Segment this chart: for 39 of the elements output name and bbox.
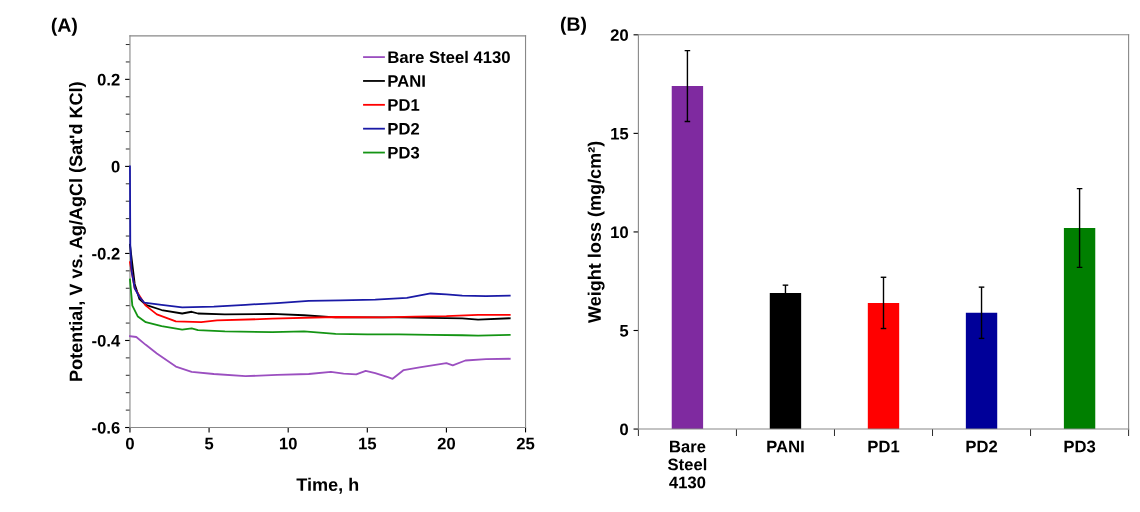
x-tick-label: 0 bbox=[125, 437, 134, 450]
legend-label: PD2 bbox=[388, 122, 420, 135]
y-tick-label: 5 bbox=[619, 325, 629, 337]
y-tick-label: 15 bbox=[611, 127, 629, 140]
legend-label: PD3 bbox=[388, 146, 420, 159]
y-tick-label: 0 bbox=[620, 423, 628, 436]
y-tick-label: -0.2 bbox=[92, 247, 120, 260]
bar bbox=[965, 312, 998, 430]
y-tick-label: 0 bbox=[111, 160, 120, 173]
x-tick-label: PD2 bbox=[966, 440, 998, 453]
x-tick-label: PD3 bbox=[1064, 440, 1096, 453]
x-tick-label: PD1 bbox=[868, 440, 900, 453]
x-tick-label: 15 bbox=[359, 437, 377, 450]
x-tick-label: Bare Steel 4130 bbox=[667, 440, 707, 489]
x-axis-title: Time, h bbox=[296, 477, 359, 494]
x-tick-label: 10 bbox=[279, 437, 297, 450]
line-series bbox=[129, 335, 511, 380]
y-tick-label: -0.6 bbox=[92, 421, 120, 434]
x-tick-label: PANI bbox=[767, 440, 804, 453]
y-tick-label: 0.2 bbox=[97, 73, 120, 86]
legend-label: Bare Steel 4130 bbox=[388, 50, 510, 64]
legend-label: PD1 bbox=[388, 99, 420, 111]
x-tick-label: 25 bbox=[516, 437, 535, 450]
x-tick-label: 20 bbox=[437, 437, 456, 450]
line-series bbox=[129, 278, 511, 337]
text: (B) bbox=[560, 16, 586, 35]
bar bbox=[671, 86, 704, 430]
line-series bbox=[129, 165, 511, 309]
x-tick-label: 5 bbox=[204, 437, 214, 450]
bar bbox=[867, 302, 900, 430]
y-tick-label: -0.4 bbox=[92, 334, 121, 347]
bar bbox=[1063, 227, 1096, 430]
y-tick-label: 10 bbox=[611, 226, 628, 239]
text: (A) bbox=[51, 17, 77, 36]
legend-label: PANI bbox=[388, 75, 425, 87]
y-axis-title: Potential, V vs. Ag/AgCl (Sat'd KCl) bbox=[69, 82, 86, 381]
y-tick-label: 20 bbox=[610, 29, 628, 42]
line-series bbox=[129, 261, 511, 324]
y-axis-title: Weight loss (mg/cm²) bbox=[587, 141, 605, 324]
